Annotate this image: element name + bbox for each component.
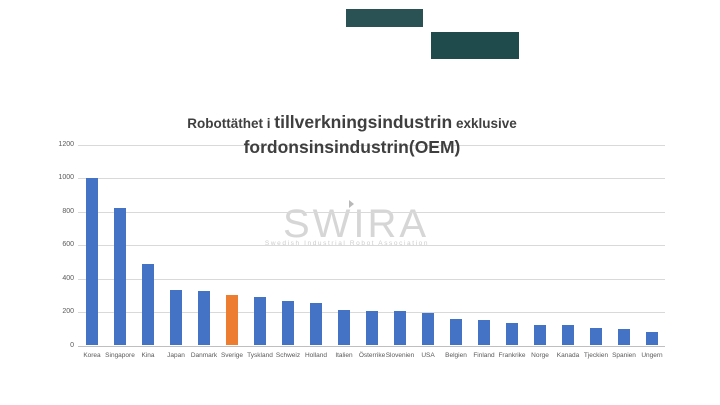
y-tick-label: 1200: [58, 140, 74, 148]
bar-slovenien: [394, 311, 406, 346]
x-tick-label: Österrike: [358, 351, 386, 359]
gridline: [78, 211, 665, 213]
bar-kina: [142, 263, 154, 346]
x-tick-label: Italien: [335, 351, 353, 359]
title-line2-text: fordonsinsindustrin(OEM): [243, 136, 461, 157]
title-part-2: tillverkningsindustrin: [274, 112, 453, 132]
bar-italien: [338, 310, 350, 346]
title-part-3: exklusive: [452, 116, 517, 131]
gridline: [78, 245, 665, 247]
gridline: [78, 144, 665, 146]
x-tick-label: Singapore: [105, 351, 135, 359]
bar-tyskland: [254, 297, 266, 346]
x-tick-label: Schweiz: [275, 351, 301, 359]
bar-korea: [86, 178, 98, 346]
x-tick-label: Kina: [141, 351, 155, 359]
bar-österrike: [366, 311, 378, 346]
bar-singapore: [114, 208, 126, 346]
gridline: [78, 178, 665, 180]
x-tick-label: Spanien: [612, 351, 636, 359]
x-tick-label: Japan: [167, 351, 185, 359]
bar-holland: [310, 302, 322, 346]
bar-usa: [422, 312, 434, 346]
y-tick-label: 1000: [58, 174, 74, 182]
x-axis-line: [78, 345, 665, 347]
bar-sverige: [226, 294, 238, 346]
bar-kanada: [562, 325, 574, 346]
y-tick-label: 600: [62, 241, 74, 249]
y-tick-label: 800: [62, 207, 74, 215]
y-tick-label: 400: [62, 274, 74, 282]
x-tick-label: Kanada: [556, 351, 580, 359]
bar-ungern: [646, 332, 658, 346]
chart-title: Robottäthet i tillverkningsindustrin exk…: [0, 111, 704, 160]
x-tick-label: Ungern: [641, 351, 663, 359]
x-tick-label: Danmark: [190, 351, 218, 359]
bar-finland: [478, 319, 490, 346]
x-tick-label: Finland: [473, 351, 495, 359]
x-tick-label: Frankrike: [498, 351, 526, 359]
x-tick-label: USA: [421, 351, 435, 359]
chart-title-line1: Robottäthet i tillverkningsindustrin exk…: [0, 111, 704, 136]
bar-frankrike: [506, 322, 518, 346]
bar-danmark: [198, 291, 210, 346]
x-tick-label: Holland: [304, 351, 328, 359]
bar-schweiz: [282, 301, 294, 346]
bar-spanien: [618, 328, 630, 346]
bar-norge: [534, 324, 546, 346]
chart-title-line2: fordonsinsindustrin(OEM): [0, 136, 704, 161]
x-tick-label: Korea: [83, 351, 101, 359]
x-tick-label: Tjeckien: [583, 351, 609, 359]
x-tick-label: Norge: [531, 351, 549, 359]
gridline: [78, 278, 665, 280]
bar-belgien: [450, 318, 462, 346]
bar-tjeckien: [590, 327, 602, 346]
decor-rectangle-large: [431, 32, 519, 59]
x-tick-label: Belgien: [445, 351, 467, 359]
x-tick-label: Slovenien: [385, 351, 415, 359]
decor-rectangle-small: [346, 9, 423, 27]
x-tick-label: Tyskland: [247, 351, 273, 359]
bar-japan: [170, 289, 182, 346]
y-tick-label: 200: [62, 308, 74, 316]
x-tick-label: Sverige: [220, 351, 244, 359]
y-tick-label: 0: [70, 341, 74, 349]
title-part-1: Robottäthet i: [187, 116, 275, 131]
